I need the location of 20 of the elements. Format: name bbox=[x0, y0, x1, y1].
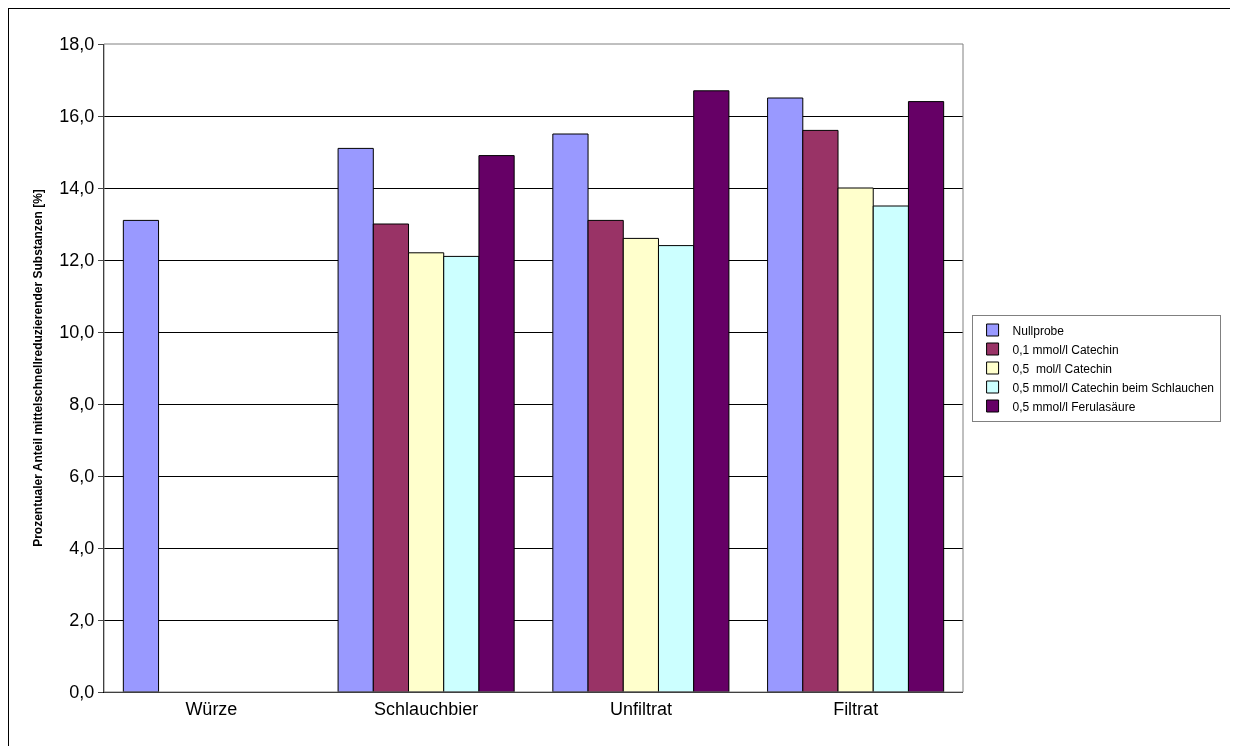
y-tick-label: 10,0 bbox=[59, 322, 95, 343]
y-tick-label: 12,0 bbox=[59, 250, 95, 271]
legend-label: 0,5 mol/l Catechin bbox=[1012, 361, 1112, 376]
x-tick-label: Würze bbox=[185, 698, 238, 719]
x-tick-label: Filtrat bbox=[833, 698, 879, 719]
x-tick-label: Unfiltrat bbox=[609, 698, 672, 719]
y-tick-label: 14,0 bbox=[59, 178, 95, 199]
legend-label: 0,1 mmol/l Catechin bbox=[1012, 342, 1119, 357]
y-tick-label: 8,0 bbox=[69, 394, 95, 415]
y-tick-label: 16,0 bbox=[59, 106, 95, 127]
y-tick-label: 6,0 bbox=[69, 466, 95, 487]
x-tick-label: Schlauchbier bbox=[374, 698, 479, 719]
y-tick-label: 0,0 bbox=[69, 682, 95, 703]
y-tick-label: 4,0 bbox=[69, 538, 95, 559]
y-tick-label: 2,0 bbox=[69, 610, 95, 631]
y-tick-label: 18,0 bbox=[59, 34, 95, 55]
y-axis-title: Prozentualer Anteil mittelschnellreduzierender Substanzen [%] bbox=[30, 189, 45, 547]
legend-label: Nullprobe bbox=[1012, 323, 1065, 338]
legend-label: 0,5 mmol/l Ferulasäure bbox=[1012, 399, 1136, 414]
legend-label: 0,5 mmol/l Catechin beim Schlauchen bbox=[1012, 380, 1215, 395]
